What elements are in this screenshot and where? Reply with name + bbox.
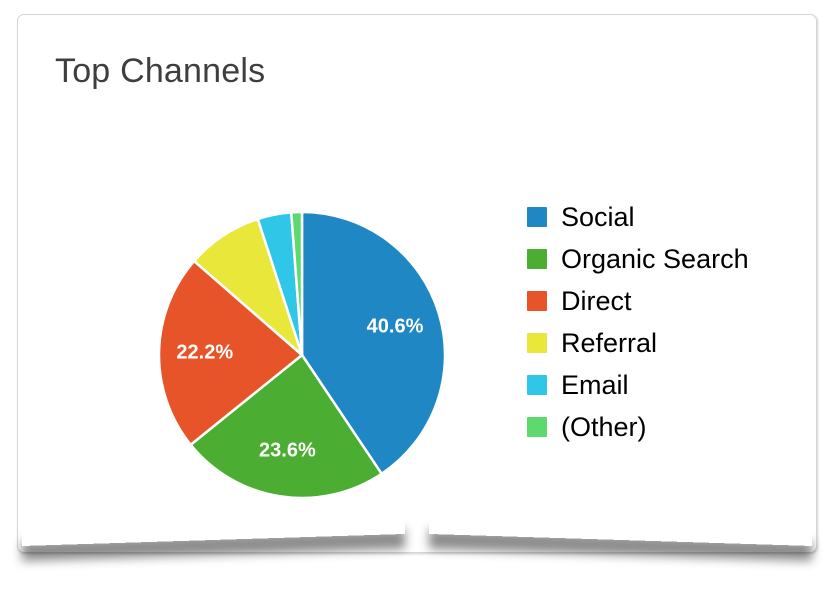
- legend-label-organic-search: Organic Search: [561, 243, 749, 274]
- legend-item-organic-search: Organic Search: [527, 238, 749, 280]
- legend-swatch-email: [527, 375, 547, 395]
- chart-legend: Social Organic Search Direct Referral Email (…: [527, 196, 749, 448]
- top-channels-widget: Top Channels 40.6% 23.6% 22.2% Social Organ…: [17, 14, 817, 553]
- pie-slice-direct[interactable]: [157, 259, 304, 447]
- legend-swatch-organic-search: [527, 249, 547, 269]
- legend-item-referral: Referral: [527, 322, 749, 364]
- legend-label-other: (Other): [561, 411, 647, 442]
- legend-item-email: Email: [527, 364, 749, 406]
- pie-slice-other[interactable]: [289, 210, 304, 357]
- widget-title: Top Channels: [55, 52, 266, 90]
- legend-item-direct: Direct: [527, 280, 749, 322]
- legend-swatch-other: [527, 417, 547, 437]
- pie-slice-social[interactable]: [300, 210, 447, 476]
- legend-item-social: Social: [527, 196, 749, 238]
- legend-swatch-referral: [527, 333, 547, 353]
- legend-label-direct: Direct: [561, 285, 632, 316]
- legend-swatch-social: [527, 207, 547, 227]
- pie-chart: 40.6% 23.6% 22.2%: [152, 205, 452, 505]
- legend-label-referral: Referral: [561, 327, 658, 358]
- legend-label-social: Social: [561, 201, 635, 232]
- pie-slice-organic-search[interactable]: [189, 353, 383, 500]
- legend-label-email: Email: [561, 369, 629, 400]
- legend-item-other: (Other): [527, 406, 749, 448]
- pie-svg: [157, 210, 447, 500]
- legend-swatch-direct: [527, 291, 547, 311]
